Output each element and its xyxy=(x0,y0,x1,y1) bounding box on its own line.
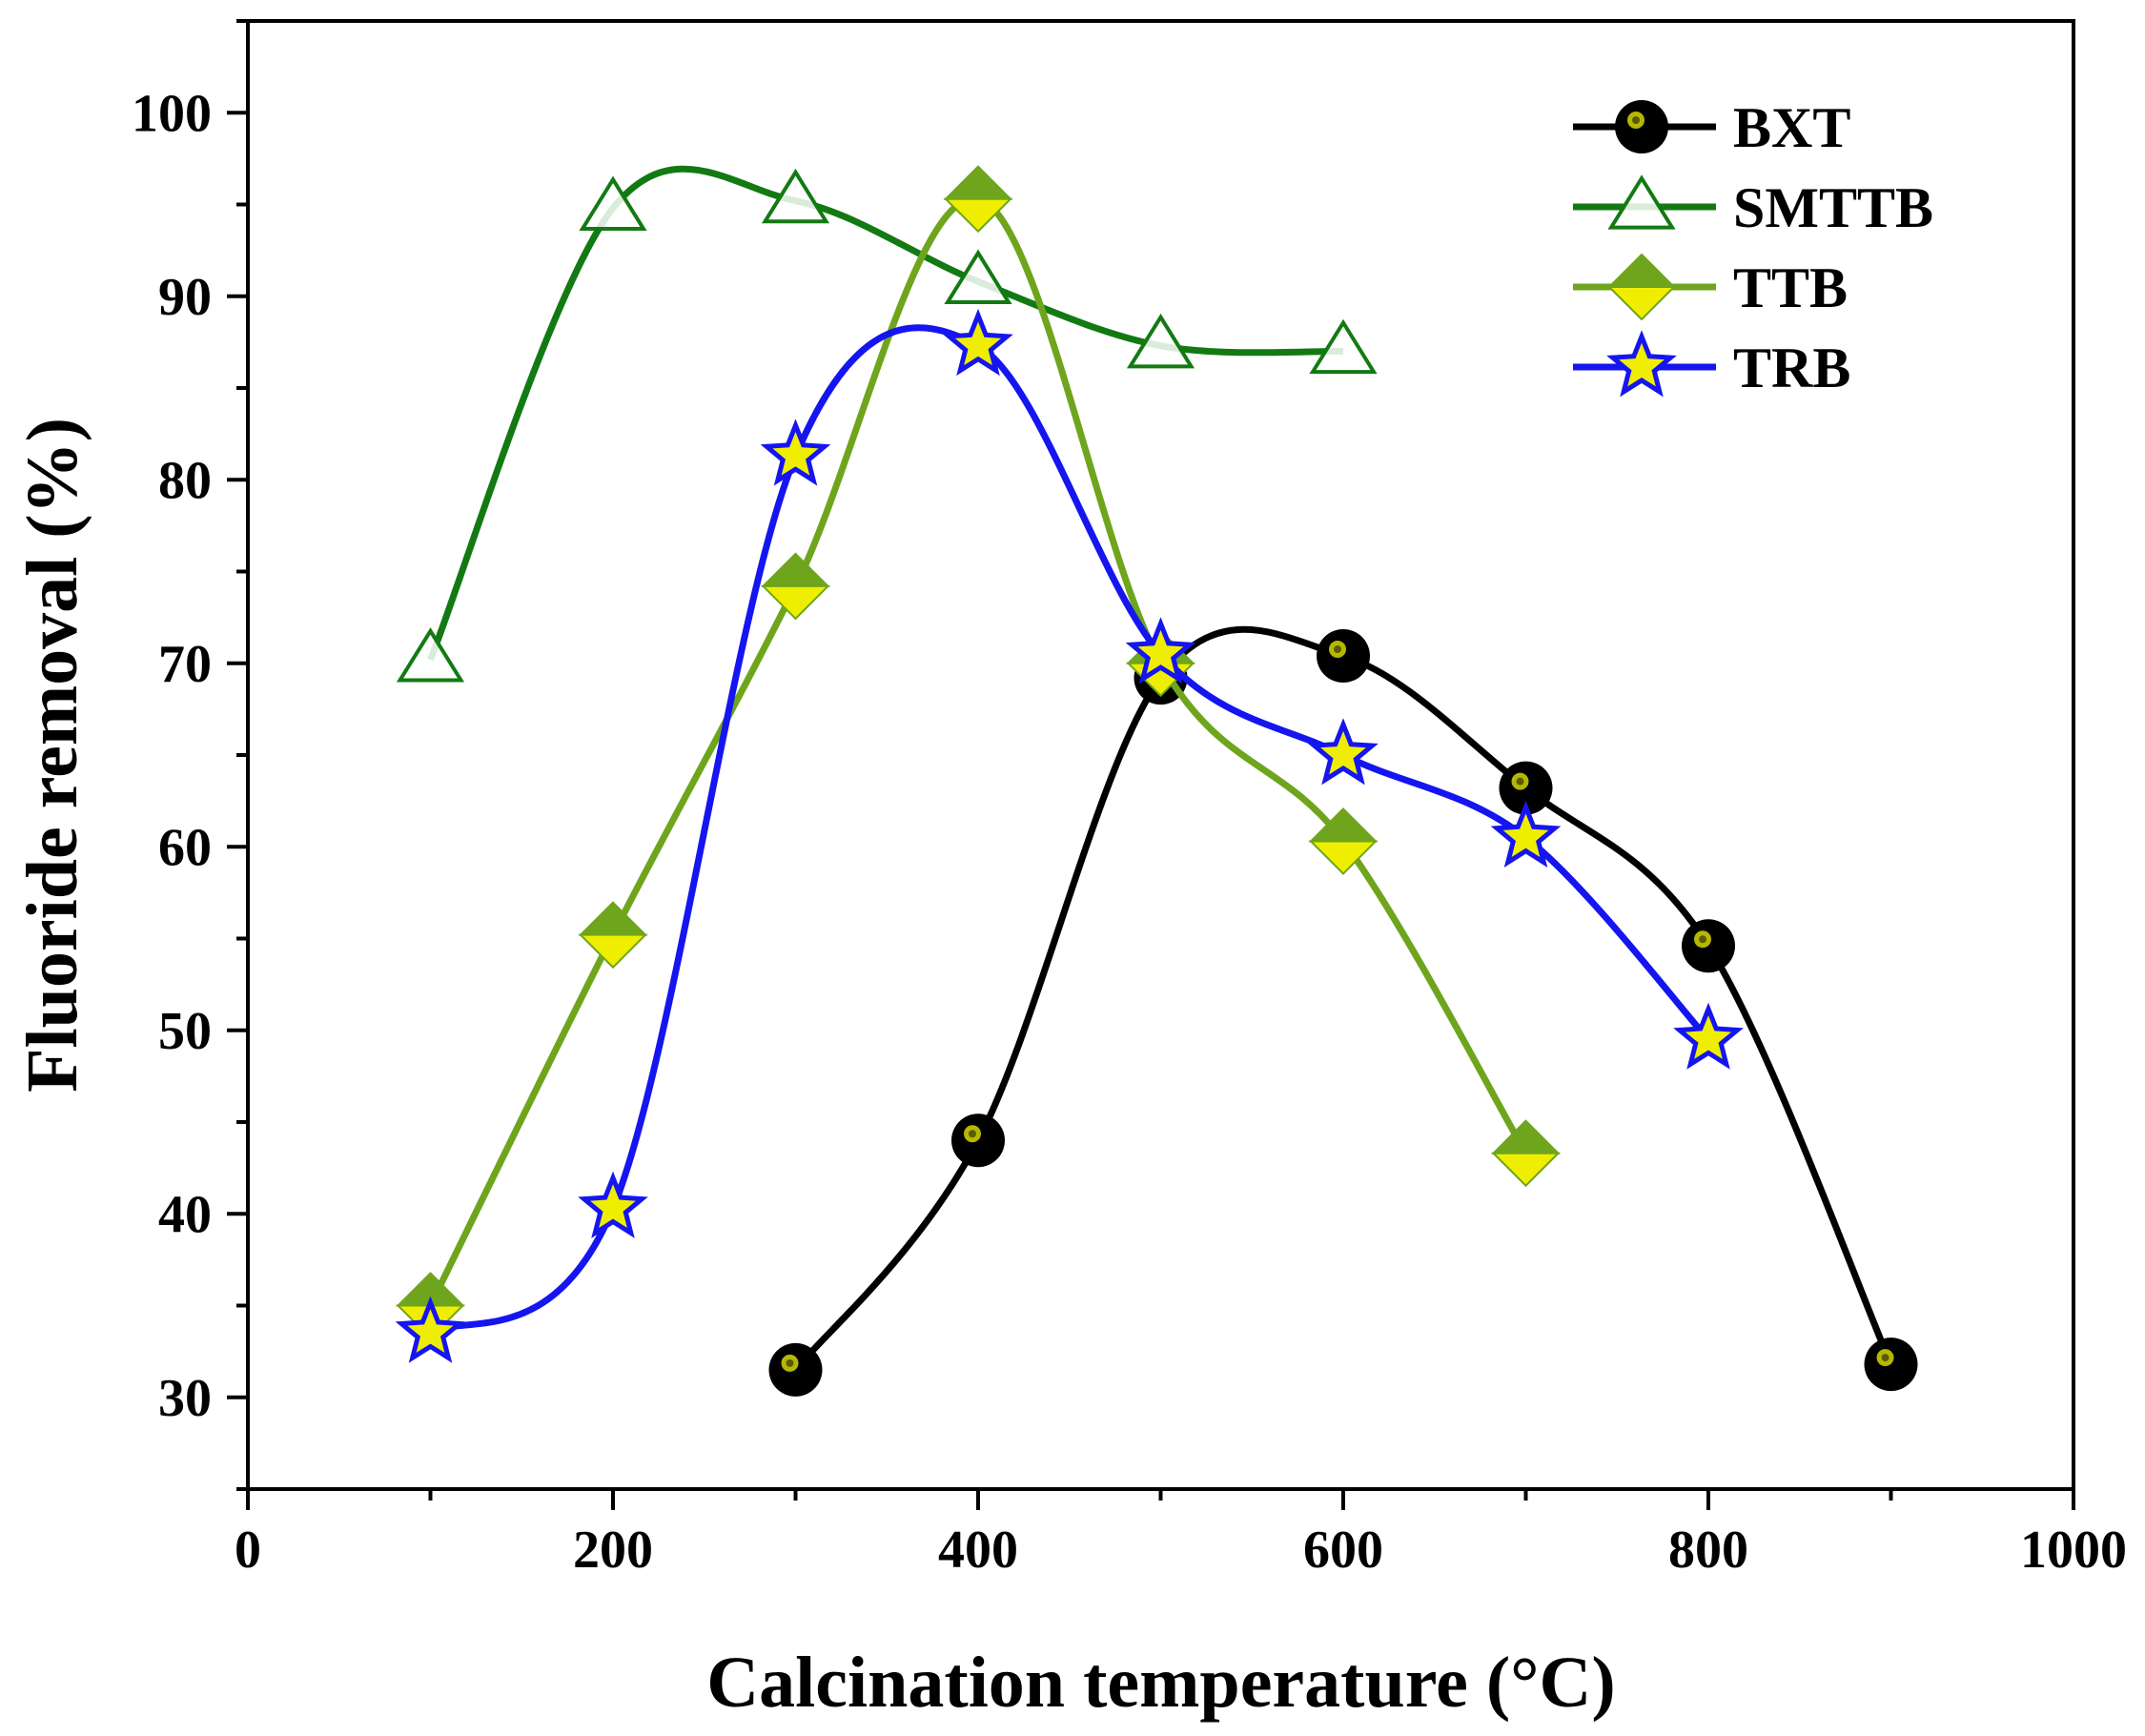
legend-item-smttb: SMTTB xyxy=(1573,174,1933,239)
y-tick-label: 90 xyxy=(158,268,212,327)
legend-label-trb: TRB xyxy=(1733,337,1850,399)
legend-label-bxt: BXT xyxy=(1733,96,1850,159)
bxt-marker-core xyxy=(1632,116,1640,124)
bxt-marker xyxy=(951,1113,1005,1168)
ttb-marker-bottom xyxy=(1491,1152,1561,1188)
series-smttb xyxy=(396,165,1378,683)
y-tick-label: 70 xyxy=(158,635,212,694)
smttb-marker xyxy=(396,627,465,683)
trb-marker xyxy=(578,1171,648,1238)
x-tick-label: 800 xyxy=(1668,1521,1748,1580)
smttb-marker xyxy=(761,168,830,224)
y-tick-label: 40 xyxy=(158,1185,212,1244)
smttb-marker xyxy=(1309,318,1378,375)
y-tick-label: 30 xyxy=(158,1369,212,1428)
ticks-layer: 0 200 400 600 800 1000 30 40 50 60 70 80 90 100 xyxy=(132,19,2127,1580)
bxt-marker xyxy=(1317,629,1370,684)
smttb-marker xyxy=(579,175,647,231)
x-tick-label: 600 xyxy=(1303,1521,1383,1580)
legend-item-trb: TRB xyxy=(1573,330,1850,399)
bxt-marker-core xyxy=(1516,777,1524,786)
bxt-marker xyxy=(1682,919,1735,973)
bxt-marker-core xyxy=(1699,935,1706,944)
x-tick-label: 0 xyxy=(235,1521,261,1580)
trb-marker xyxy=(760,419,831,486)
bxt-marker xyxy=(1864,1338,1918,1392)
ttb-marker-bottom xyxy=(943,197,1013,234)
series-bxt xyxy=(768,625,1918,1397)
trb-marker xyxy=(395,1296,466,1363)
trb-marker xyxy=(1606,330,1677,398)
y-tick-label: 50 xyxy=(158,1002,212,1061)
ttb-marker-bottom xyxy=(761,584,830,621)
legend: BXT SMTTB TTB TRB xyxy=(1573,96,1933,399)
bxt-marker xyxy=(1499,761,1553,815)
legend-label-smttb: SMTTB xyxy=(1733,176,1933,239)
ttb-marker-bottom xyxy=(578,933,648,970)
bxt-marker-core xyxy=(1334,645,1341,654)
series-ttb xyxy=(396,165,1561,1339)
series-trb xyxy=(395,308,1744,1363)
x-tick-label: 1000 xyxy=(2020,1521,2127,1580)
trb-marker xyxy=(943,308,1013,377)
trb-marker xyxy=(1673,1002,1744,1070)
y-tick-label: 60 xyxy=(158,818,212,877)
y-axis-title: Fluoride removal (%) xyxy=(12,418,92,1093)
x-tick-label: 400 xyxy=(938,1521,1018,1580)
trb-marker xyxy=(1308,718,1379,786)
legend-label-ttb: TTB xyxy=(1733,256,1848,319)
bxt-marker xyxy=(768,1342,823,1397)
ttb-marker-bottom xyxy=(1308,840,1379,875)
series-layer xyxy=(395,165,1918,1397)
legend-item-ttb: TTB xyxy=(1573,253,1848,321)
ttb-marker-bottom xyxy=(1606,286,1677,321)
smttb-marker xyxy=(944,249,1012,304)
bxt-marker-core xyxy=(1881,1354,1890,1362)
trb-marker xyxy=(1490,800,1562,868)
bxt-marker-core xyxy=(969,1130,976,1138)
legend-item-bxt: BXT xyxy=(1573,96,1850,159)
bxt-marker xyxy=(1615,100,1668,153)
bxt-marker-core xyxy=(786,1358,794,1367)
y-tick-label: 100 xyxy=(132,84,212,143)
smttb-marker xyxy=(1126,313,1195,369)
y-tick-label: 80 xyxy=(158,451,212,510)
x-axis-title: Calcination temperature (°C) xyxy=(706,1643,1615,1723)
smttb-marker xyxy=(1607,174,1676,230)
trb-marker xyxy=(1125,617,1196,684)
x-tick-label: 200 xyxy=(573,1521,653,1580)
